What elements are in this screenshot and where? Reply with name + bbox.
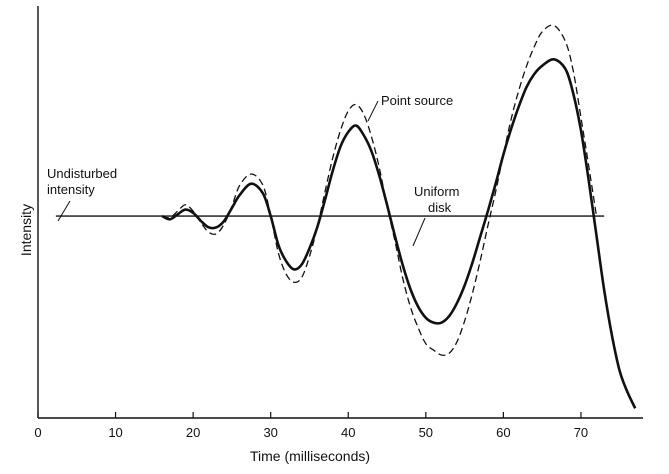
uniform-disk-curve [161,58,637,409]
annotation-point-source-label: Point source [381,93,453,108]
x-tick-label-30: 30 [263,425,277,440]
x-ticks [37,412,582,418]
x-tick-label-0: 0 [34,425,41,440]
x-axis-label: Time (milliseconds) [250,448,370,464]
y-axis-label: Intensity [18,204,34,256]
annotation-undisturbed-leader [57,200,71,222]
x-tick-label-40: 40 [341,425,355,440]
annotation-undisturbed: Undisturbed intensity [47,166,117,222]
x-tick-label-60: 60 [496,425,510,440]
x-tick-labels: 0 10 20 30 40 50 60 70 [34,425,588,440]
annotation-uniform-disk-leader [412,217,426,247]
x-tick-label-10: 10 [108,425,122,440]
annotation-point-source-leader [367,100,379,122]
annotation-undisturbed-line2: intensity [47,182,95,197]
annotation-undisturbed-line1: Undisturbed [47,166,117,181]
annotation-uniform-disk: Uniform disk [412,184,460,247]
annotation-uniform-disk-line2: disk [428,200,452,215]
annotation-point-source: Point source [367,93,453,122]
x-tick-label-70: 70 [574,425,588,440]
x-tick-label-50: 50 [419,425,433,440]
annotation-uniform-disk-line1: Uniform [414,184,460,199]
point-source-curve [161,24,598,356]
x-tick-label-20: 20 [186,425,200,440]
axes [37,6,643,419]
